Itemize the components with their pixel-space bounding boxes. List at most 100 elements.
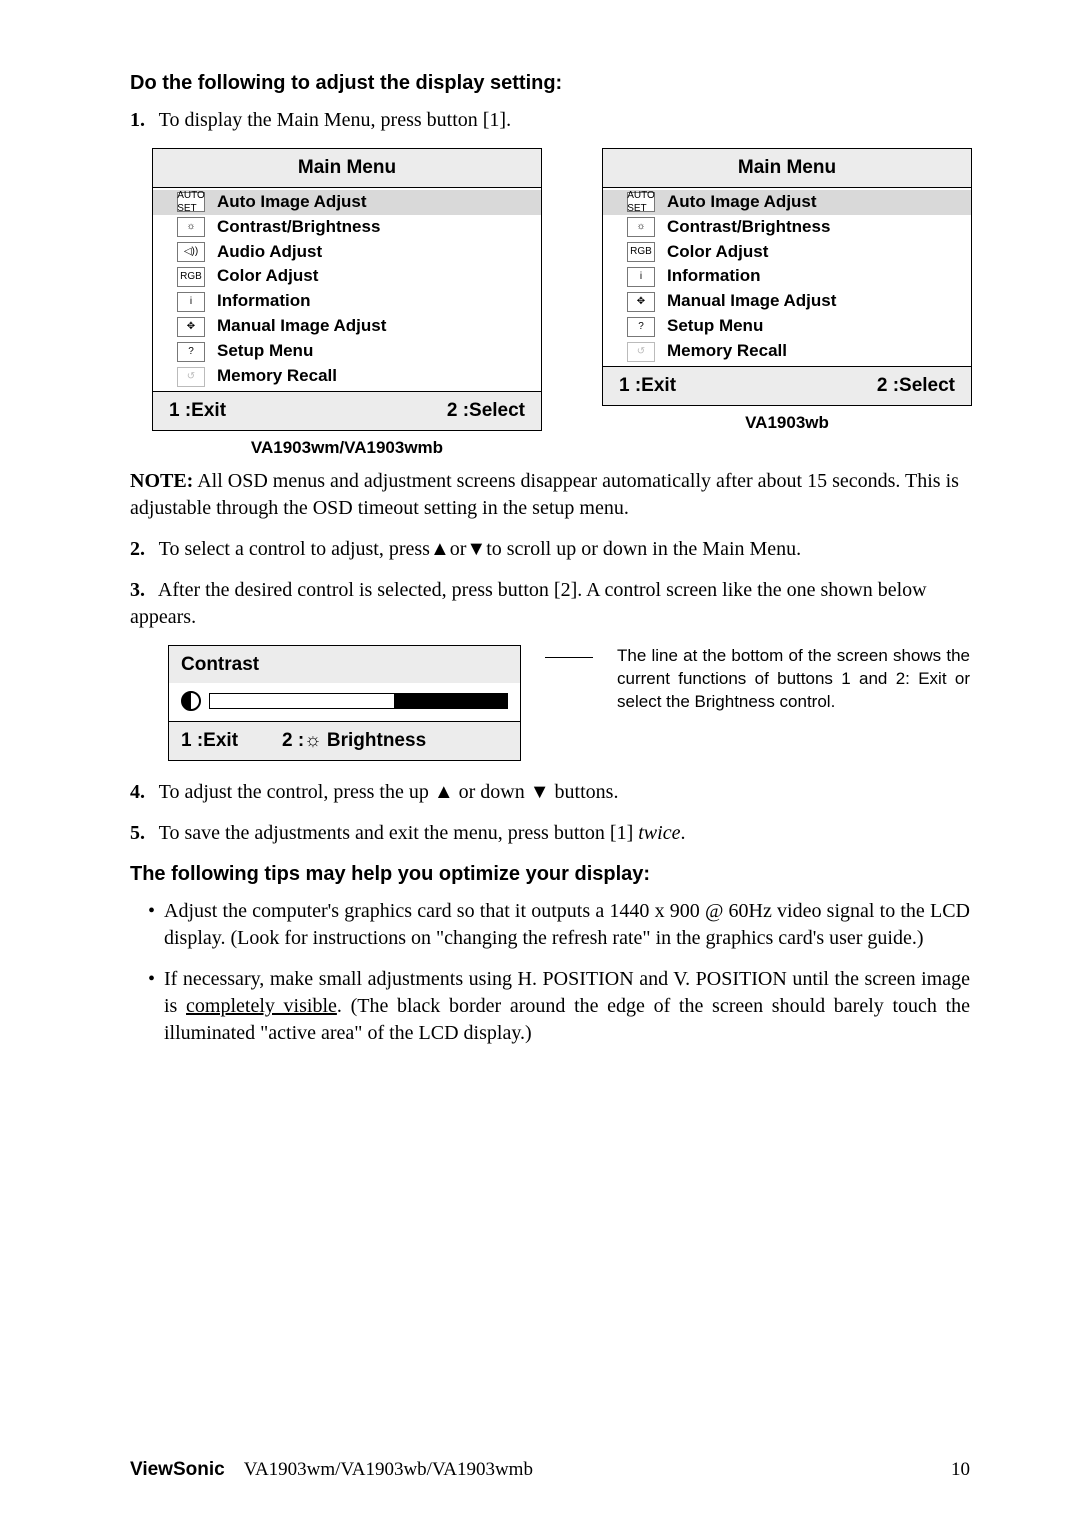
footer-select: 2 :Select [877, 373, 955, 399]
step-5: 5. To save the adjustments and exit the … [130, 820, 970, 847]
menu-item-label: Auto Image Adjust [217, 191, 367, 214]
main-menu-left: Main Menu AUTO SET Auto Image Adjust ☼ Cont… [152, 148, 542, 431]
contrast-slider [209, 693, 508, 709]
menu-item-icon: ? [177, 342, 205, 362]
bullet-list: •Adjust the computer's graphics card so … [148, 898, 970, 1047]
step-text: To display the Main Menu, press button [… [159, 109, 511, 131]
step-text: After the desired control is selected, p… [130, 579, 927, 628]
contrast-icon [181, 691, 201, 711]
menu-item: ☼ Contrast/Brightness [153, 215, 541, 240]
note-label: NOTE: [130, 470, 193, 492]
step-1: 1. To display the Main Menu, press butto… [130, 107, 970, 134]
menu-footer: 1 :Exit 2 :Select [603, 366, 971, 405]
menu-items: AUTO SET Auto Image Adjust ☼ Contrast/Brigh… [153, 188, 541, 392]
menu-item-label: Manual Image Adjust [217, 315, 386, 338]
contrast-row: Contrast 1 :Exit 2 :☼ Brightness The lin… [168, 645, 970, 761]
menu-item: ✥ Manual Image Adjust [603, 289, 971, 314]
bullet-text: If necessary, make small adjustments usi… [164, 966, 970, 1047]
menu-item-icon: ↺ [177, 367, 205, 387]
menu-item-label: Manual Image Adjust [667, 290, 836, 313]
step-text-post: . [680, 822, 685, 844]
menu-item-label: Color Adjust [667, 241, 768, 264]
footer-model-text: VA1903wm/VA1903wb/VA1903wmb [244, 1459, 533, 1480]
menu-item-label: Color Adjust [217, 265, 318, 288]
menu-item: AUTO SET Auto Image Adjust [153, 190, 541, 215]
footer-model [229, 1459, 243, 1480]
menu-items: AUTO SET Auto Image Adjust☼Contrast/Brigh… [603, 188, 971, 367]
contrast-title: Contrast [169, 646, 520, 684]
footer-page: 10 [951, 1457, 970, 1483]
contrast-brightness: 2 :☼ Brightness [282, 728, 426, 754]
menu-caption: VA1903wb [602, 412, 972, 435]
menu-item-icon: ↺ [627, 342, 655, 362]
footer-exit: 1 :Exit [619, 373, 676, 399]
menu-item-label: Contrast/Brightness [667, 216, 830, 239]
menu-item: ☼Contrast/Brightness [603, 215, 971, 240]
menu-item-icon: RGB [627, 242, 655, 262]
menu-item: ✥ Manual Image Adjust [153, 314, 541, 339]
menu-item: ?Setup Menu [153, 339, 541, 364]
bullet-item: •Adjust the computer's graphics card so … [148, 898, 970, 952]
menu-item: ↺ Memory Recall [153, 364, 541, 389]
menu-item: ↺ Memory Recall [603, 339, 971, 364]
step-2: 2. To select a control to adjust, press▲… [130, 536, 970, 563]
contrast-body [169, 683, 520, 721]
menu-item: ? Setup Menu [603, 314, 971, 339]
menu-row: Main Menu AUTO SETAuto Image Adjust☼Cont… [152, 148, 970, 460]
note-text: All OSD menus and adjustment screens dis… [130, 470, 959, 519]
menu-item: ◁)) Audio Adjust [153, 240, 541, 265]
menu-item: RGB Color Adjust [603, 240, 971, 265]
menu-item: i Information [603, 264, 971, 289]
menu-item-label: Audio Adjust [217, 241, 322, 264]
bullet-text: Adjust the computer's graphics card so t… [164, 898, 970, 952]
menu-footer: 1 :Exit 2 :Select [153, 391, 541, 430]
menu-item-label: Contrast/Brightness [217, 216, 380, 239]
section-heading: Do the following to adjust the display s… [130, 70, 970, 97]
menu-item-icon: i [177, 292, 205, 312]
slider-fill [394, 694, 507, 708]
note-paragraph: NOTE: All OSD menus and adjustment scree… [130, 468, 970, 522]
page-footer: ViewSonic VA1903wm/VA1903wb/VA1903wmb 10 [130, 1457, 970, 1483]
menu-item: AUTO SET Auto Image Adjust [603, 190, 971, 215]
menu-item-icon: i [627, 267, 655, 287]
menu-item: RGB Color Adjust [153, 264, 541, 289]
menu-item-label: Memory Recall [217, 365, 337, 388]
menu-item-label: Information [667, 265, 761, 288]
step-num: 3. [130, 577, 154, 604]
menu-right-wrap: Main Menu AUTO SET Auto Image Adjust☼Cont… [602, 148, 972, 460]
menu-item-label: Information [217, 290, 311, 313]
menu-item-label: Setup Menu [667, 315, 763, 338]
menu-title: Main Menu [603, 149, 971, 188]
footer-brand: ViewSonic [130, 1459, 225, 1480]
menu-item-icon: AUTO SET [177, 192, 205, 212]
step-num: 4. [130, 779, 154, 806]
bullet-dot: • [148, 898, 164, 952]
menu-title: Main Menu [153, 149, 541, 188]
bullet-item: •If necessary, make small adjustments us… [148, 966, 970, 1047]
menu-item-icon: ? [627, 317, 655, 337]
contrast-box: Contrast 1 :Exit 2 :☼ Brightness [168, 645, 521, 761]
step-text-ital: twice [638, 822, 680, 844]
footer-select: 2 :Select [447, 398, 525, 424]
menu-item-icon: ✥ [177, 317, 205, 337]
menu-item-icon: RGB [177, 267, 205, 287]
menu-caption: VA1903wm/VA1903wmb [152, 437, 542, 460]
main-menu-right: Main Menu AUTO SET Auto Image Adjust☼Cont… [602, 148, 972, 406]
step-text: To adjust the control, press the up ▲ or… [159, 781, 619, 803]
contrast-footer: 1 :Exit 2 :☼ Brightness [169, 721, 520, 760]
contrast-exit: 1 :Exit [181, 728, 238, 754]
bullet-dot: • [148, 966, 164, 1047]
menu-item-icon: ✥ [627, 292, 655, 312]
step-num: 2. [130, 536, 154, 563]
step-4: 4. To adjust the control, press the up ▲… [130, 779, 970, 806]
menu-item-label: Memory Recall [667, 340, 787, 363]
menu-left-wrap: Main Menu AUTO SET Auto Image Adjust ☼ Cont… [152, 148, 542, 460]
callout-line [545, 657, 593, 658]
menu-item-icon: ☼ [177, 217, 205, 237]
footer-exit: 1 :Exit [169, 398, 226, 424]
callout-text: The line at the bottom of the screen sho… [617, 645, 970, 714]
menu-item-icon: AUTO SET [627, 192, 655, 212]
menu-item-icon: ◁)) [177, 242, 205, 262]
menu-item-label: Auto Image Adjust [667, 191, 817, 214]
tips-heading: The following tips may help you optimize… [130, 861, 970, 888]
